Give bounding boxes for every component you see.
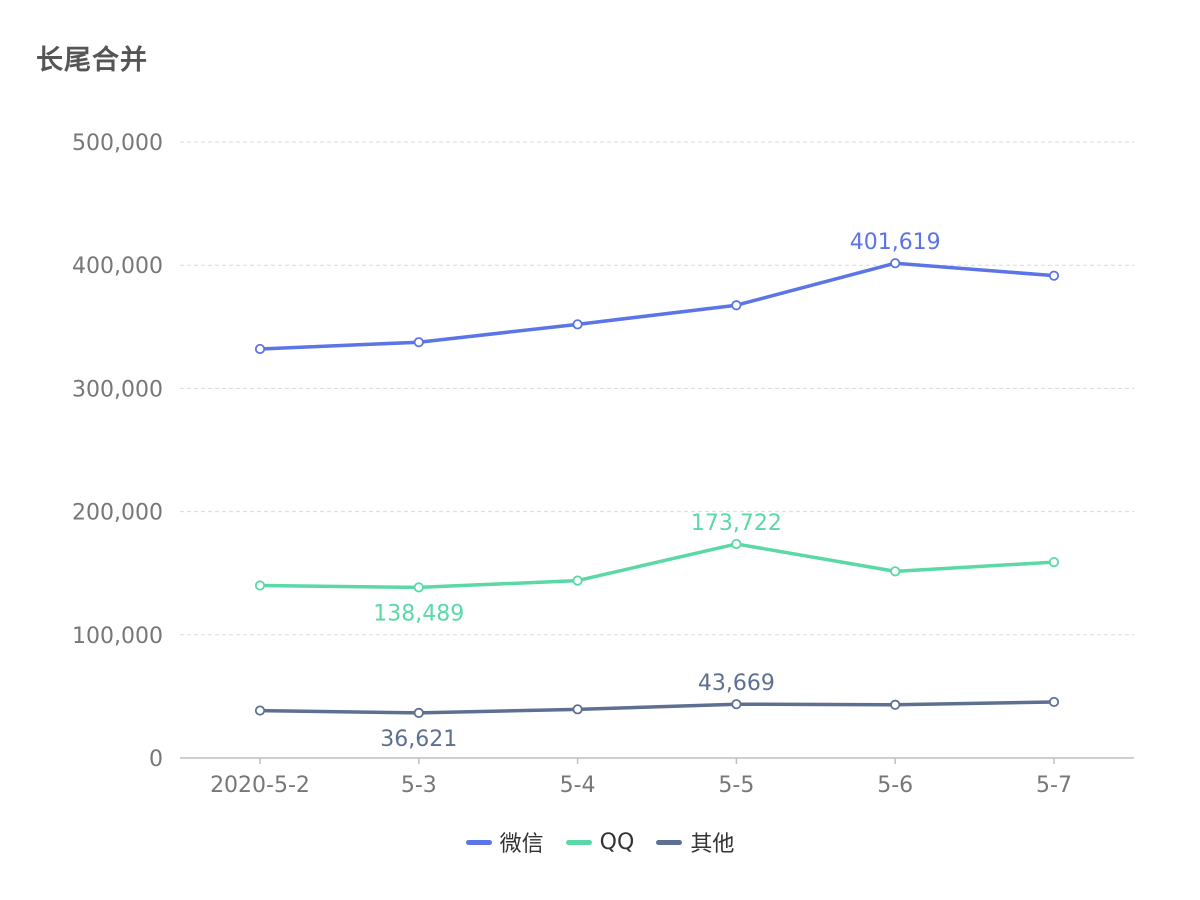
data-point — [731, 538, 742, 550]
data-point — [890, 566, 901, 577]
grid-lines — [180, 141, 1134, 636]
x-tick-label: 5-7 — [1036, 773, 1072, 798]
data-label: 173,722 — [691, 511, 782, 536]
data-point — [254, 343, 266, 355]
chart-title: 长尾合并 — [36, 45, 148, 76]
data-point — [1048, 270, 1060, 281]
y-tick-label: 400,000 — [72, 254, 163, 279]
series-lines — [254, 258, 1060, 718]
data-point — [254, 580, 266, 591]
data-point — [1048, 696, 1060, 708]
legend-item[interactable]: QQ — [565, 829, 635, 855]
data-point — [890, 699, 901, 710]
y-tick-label: 300,000 — [72, 377, 163, 402]
x-tick-label: 5-3 — [401, 773, 437, 798]
data-point — [1048, 557, 1060, 568]
data-point — [254, 705, 266, 716]
data-point — [572, 319, 583, 330]
legend-label: QQ — [599, 829, 635, 855]
data-label: 138,489 — [373, 601, 464, 626]
x-tick-label: 5-5 — [718, 773, 754, 798]
legend-item[interactable]: 其他 — [656, 826, 734, 858]
data-point — [731, 699, 742, 710]
y-tick-label: 200,000 — [72, 501, 163, 526]
data-point — [572, 575, 583, 586]
x-tick-label: 5-6 — [877, 773, 913, 798]
legend-swatch — [656, 839, 683, 845]
series-line — [258, 700, 1056, 715]
data-point — [413, 582, 424, 593]
legend-swatch — [565, 839, 592, 845]
data-label: 401,619 — [850, 230, 941, 255]
data-label: 36,621 — [380, 727, 457, 752]
y-tick-label: 0 — [149, 747, 163, 772]
line-chart: 0 100,000 200,000 300,000 400,000 500,000 2020… — [72, 131, 1134, 798]
data-point — [413, 707, 424, 718]
data-point — [890, 258, 901, 269]
series-line — [258, 261, 1056, 351]
legend-item[interactable]: 微信 — [465, 826, 544, 858]
x-tick-label: 2020-5-2 — [210, 773, 310, 798]
y-tick-label: 500,000 — [72, 131, 163, 156]
legend-label: 其他 — [690, 832, 735, 857]
x-tick-label: 5-4 — [560, 773, 596, 798]
legend-swatch — [465, 839, 492, 845]
y-tick-label: 100,000 — [72, 624, 163, 649]
data-label: 43,669 — [698, 671, 775, 696]
data-point — [731, 300, 742, 311]
legend: 微信 QQ 其他 — [0, 826, 1200, 858]
axes: 0 100,000 200,000 300,000 400,000 500,000 2020… — [72, 131, 1134, 798]
data-labels: 401,619 138,489 173,722 36,621 43,669 — [373, 230, 940, 752]
data-point — [572, 704, 583, 715]
legend-label: 微信 — [499, 832, 544, 857]
series-line — [258, 542, 1056, 590]
data-point — [413, 337, 424, 348]
